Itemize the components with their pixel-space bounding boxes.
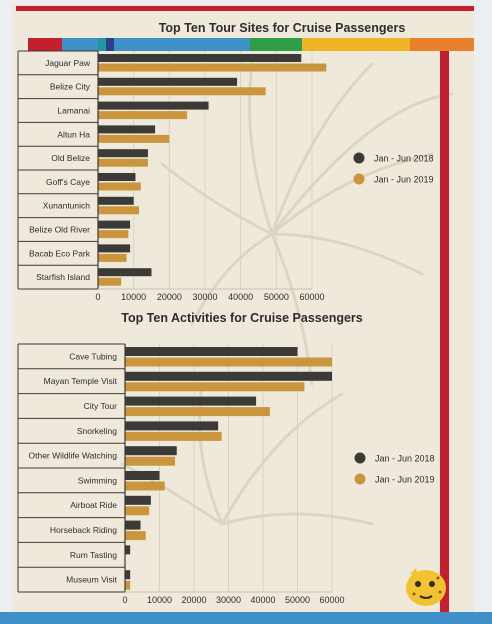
x-tick-label: 0 bbox=[122, 595, 127, 605]
legend-marker-2018 bbox=[354, 452, 366, 464]
bar-2019 bbox=[98, 111, 188, 120]
bar-2019 bbox=[125, 531, 146, 541]
category-label: Other Wildlife Watching bbox=[29, 451, 118, 461]
bar-2019 bbox=[125, 506, 150, 516]
category-label: Mayan Temple Visit bbox=[44, 376, 118, 386]
bar-2019 bbox=[98, 63, 327, 72]
category-label: Goff's Caye bbox=[46, 177, 90, 187]
category-label: Starfish Island bbox=[36, 272, 90, 282]
category-label: Cave Tubing bbox=[69, 351, 117, 361]
x-tick-label: 20000 bbox=[181, 595, 206, 605]
legend-marker-2018 bbox=[353, 152, 365, 164]
bar-2018 bbox=[98, 173, 136, 181]
x-tick-label: 30000 bbox=[216, 595, 241, 605]
x-tick-label: 10000 bbox=[147, 595, 172, 605]
bar-2019 bbox=[125, 481, 165, 491]
bar-2018 bbox=[98, 244, 131, 253]
bar-2018 bbox=[125, 446, 177, 456]
x-tick-label: 50000 bbox=[264, 292, 289, 302]
category-label: Horseback Riding bbox=[50, 525, 117, 535]
category-label: Belize City bbox=[50, 82, 91, 92]
bar-2018 bbox=[125, 421, 219, 431]
bar-2019 bbox=[98, 134, 170, 143]
category-label: Belize Old River bbox=[29, 225, 90, 235]
bar-2018 bbox=[98, 77, 238, 86]
color-band-segment bbox=[114, 38, 250, 51]
category-label: Bacab Eco Park bbox=[29, 248, 91, 258]
tour-sites-chart: Jaguar Paw Belize City Lamanai Altun Ha Old … bbox=[17, 50, 434, 302]
color-band-segment bbox=[106, 38, 114, 51]
bar-2018 bbox=[98, 149, 148, 158]
bar-2019 bbox=[98, 158, 148, 167]
category-label: Old Belize bbox=[51, 153, 90, 163]
color-band-segment bbox=[302, 38, 410, 51]
cheetah-logo bbox=[406, 568, 446, 606]
category-label: Altun Ha bbox=[57, 129, 90, 139]
category-label: Snorkeling bbox=[77, 426, 117, 436]
bar-2019 bbox=[125, 382, 305, 392]
bar-2018 bbox=[125, 371, 332, 381]
bar-2019 bbox=[125, 357, 332, 367]
bar-2018 bbox=[125, 347, 298, 356]
bar-2019 bbox=[98, 277, 122, 286]
category-label: Rum Tasting bbox=[70, 550, 117, 560]
bar-2018 bbox=[98, 101, 209, 110]
bar-2018 bbox=[125, 545, 131, 555]
top-accent-bar bbox=[16, 6, 474, 11]
x-tick-label: 40000 bbox=[250, 595, 275, 605]
legend-marker-2019 bbox=[353, 173, 365, 185]
right-accent-bar bbox=[440, 44, 449, 612]
bar-2019 bbox=[125, 580, 131, 590]
bar-2018 bbox=[98, 54, 302, 62]
color-band-segment bbox=[250, 38, 302, 51]
x-tick-label: 40000 bbox=[228, 292, 253, 302]
legend-label: Jan - Jun 2018 bbox=[374, 154, 434, 164]
category-label: City Tour bbox=[84, 401, 118, 411]
legend-label: Jan - Jun 2019 bbox=[374, 175, 434, 185]
bar-2019 bbox=[98, 230, 129, 239]
bar-2019 bbox=[125, 456, 176, 466]
color-band-segment bbox=[28, 38, 62, 51]
infographic-card: Top Ten Tour Sites for Cruise Passengers… bbox=[12, 4, 474, 612]
bar-2018 bbox=[125, 471, 160, 480]
activities-chart: Cave Tubing Mayan Temple Visit City Tour Sn… bbox=[17, 343, 435, 605]
x-tick-label: 20000 bbox=[157, 292, 182, 302]
category-label: Jaguar Paw bbox=[45, 58, 91, 68]
legend-marker-2019 bbox=[354, 473, 366, 485]
bar-2019 bbox=[125, 407, 270, 417]
bar-2018 bbox=[125, 396, 257, 406]
bottom-accent-bar bbox=[0, 612, 492, 624]
bar-2019 bbox=[125, 431, 222, 441]
bar-2019 bbox=[98, 206, 140, 215]
category-label: Museum Visit bbox=[66, 575, 117, 585]
color-band bbox=[28, 38, 474, 51]
bar-2019 bbox=[98, 87, 266, 96]
bar-2018 bbox=[125, 520, 141, 530]
bar-2018 bbox=[98, 268, 152, 277]
bar-2019 bbox=[98, 182, 141, 191]
color-band-segment bbox=[98, 38, 106, 51]
bar-2018 bbox=[125, 495, 151, 505]
x-tick-label: 0 bbox=[95, 292, 100, 302]
category-label: Swimming bbox=[78, 475, 117, 485]
category-label: Xunantunich bbox=[43, 201, 91, 211]
x-tick-label: 60000 bbox=[299, 292, 324, 302]
chart-2-title: Top Ten Activities for Cruise Passengers bbox=[121, 311, 363, 325]
bar-2019 bbox=[98, 253, 127, 262]
bar-2018 bbox=[98, 220, 131, 229]
category-label: Airboat Ride bbox=[70, 500, 117, 510]
category-label: Lamanai bbox=[57, 106, 90, 116]
color-band-segment bbox=[62, 38, 98, 51]
x-tick-label: 50000 bbox=[285, 595, 310, 605]
bar-2018 bbox=[98, 125, 156, 134]
chart-1-title: Top Ten Tour Sites for Cruise Passengers bbox=[158, 21, 406, 35]
color-band-segment bbox=[410, 38, 474, 51]
x-tick-label: 30000 bbox=[192, 292, 217, 302]
legend-label: Jan - Jun 2019 bbox=[375, 475, 435, 485]
bar-2018 bbox=[98, 196, 134, 205]
bar-2018 bbox=[125, 570, 131, 580]
x-tick-label: 60000 bbox=[319, 595, 344, 605]
legend-label: Jan - Jun 2018 bbox=[375, 454, 435, 464]
x-tick-label: 10000 bbox=[121, 292, 146, 302]
